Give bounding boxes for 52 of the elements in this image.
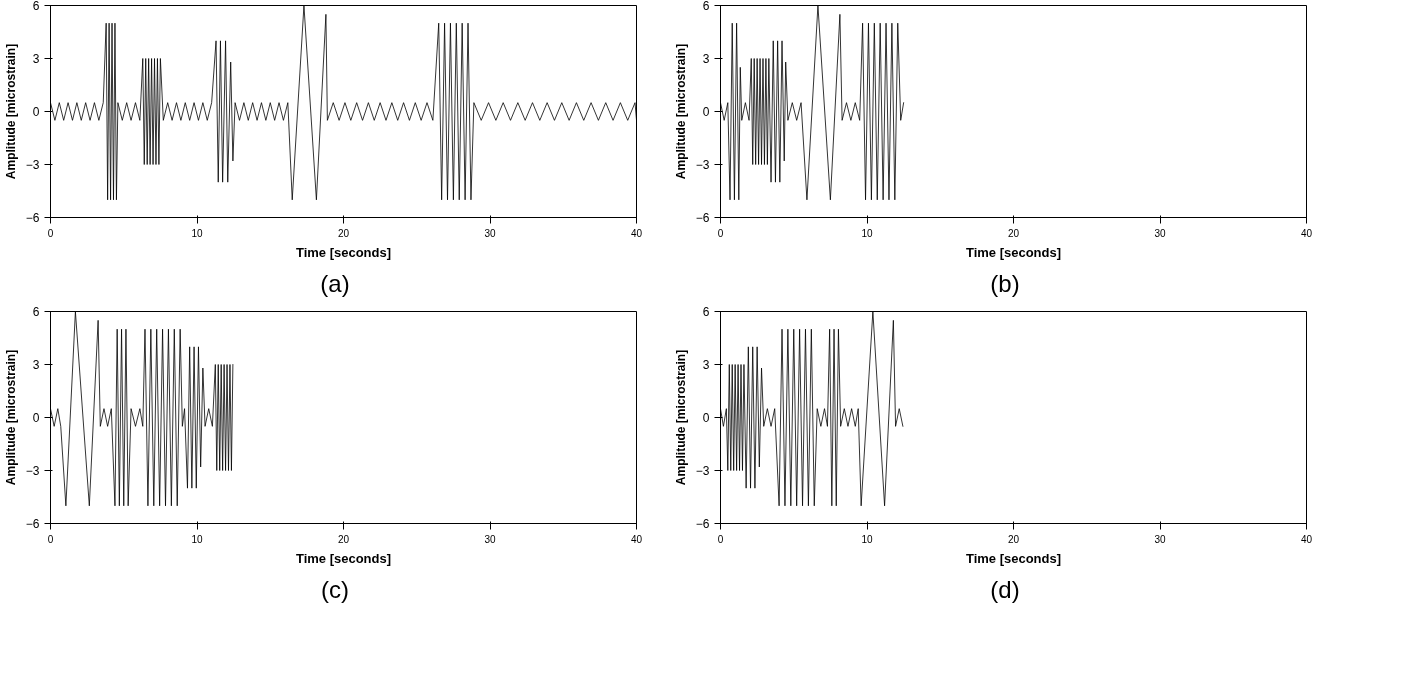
y-tick-label: −3 — [25, 158, 40, 172]
x-tick-label: 40 — [1300, 227, 1313, 239]
y-tick-label: −6 — [25, 211, 40, 225]
x-tick-label: 20 — [337, 533, 350, 545]
x-tick-label: 30 — [1154, 227, 1166, 239]
y-tick-label: −3 — [695, 464, 710, 478]
x-tick-label: 40 — [1300, 533, 1313, 545]
y-tick-label: 0 — [32, 411, 40, 425]
y-tick-label: −6 — [695, 517, 710, 531]
x-tick-label: 30 — [484, 227, 496, 239]
y-axis-title: Amplitude [microstrain] — [3, 349, 18, 486]
x-axis-title: Time [seconds] — [965, 550, 1062, 566]
y-tick-label: −3 — [25, 464, 40, 478]
x-tick-label: 10 — [191, 227, 203, 239]
y-axis-title: Amplitude [microstrain] — [673, 349, 688, 486]
x-tick-label: 0 — [717, 227, 724, 239]
y-tick-label: 6 — [702, 305, 710, 319]
x-tick-label: 30 — [484, 533, 496, 545]
y-tick-label: 3 — [702, 358, 710, 372]
y-tick-label: 3 — [32, 52, 40, 66]
x-tick-label: 20 — [1007, 533, 1020, 545]
y-tick-label: 3 — [702, 52, 710, 66]
text: (b) — [990, 269, 1020, 299]
y-tick-label: 0 — [702, 411, 710, 425]
y-tick-label: 0 — [32, 105, 40, 119]
y-tick-label: 3 — [32, 358, 40, 372]
text: (c) — [321, 575, 349, 605]
x-tick-label: 0 — [717, 533, 724, 545]
x-axis-title: Time [seconds] — [295, 550, 392, 566]
x-tick-label: 20 — [1007, 227, 1020, 239]
x-axis-title: Time [seconds] — [965, 244, 1062, 260]
y-tick-label: −6 — [695, 211, 710, 225]
text: (d) — [990, 575, 1020, 605]
x-tick-label: 40 — [630, 533, 643, 545]
x-tick-label: 10 — [861, 227, 873, 239]
y-tick-label: −6 — [25, 517, 40, 531]
text: (a) — [320, 269, 350, 299]
y-tick-label: 0 — [702, 105, 710, 119]
x-tick-label: 40 — [630, 227, 643, 239]
y-tick-label: 6 — [32, 0, 40, 13]
x-tick-label: 10 — [191, 533, 203, 545]
x-tick-label: 20 — [337, 227, 350, 239]
y-tick-label: 6 — [32, 305, 40, 319]
y-axis-title: Amplitude [microstrain] — [3, 43, 18, 180]
y-axis-title: Amplitude [microstrain] — [673, 43, 688, 180]
x-axis-title: Time [seconds] — [295, 244, 392, 260]
y-tick-label: 6 — [702, 0, 710, 13]
x-tick-label: 0 — [47, 227, 54, 239]
y-tick-label: −3 — [695, 158, 710, 172]
x-tick-label: 30 — [1154, 533, 1166, 545]
x-tick-label: 0 — [47, 533, 54, 545]
x-tick-label: 10 — [861, 533, 873, 545]
